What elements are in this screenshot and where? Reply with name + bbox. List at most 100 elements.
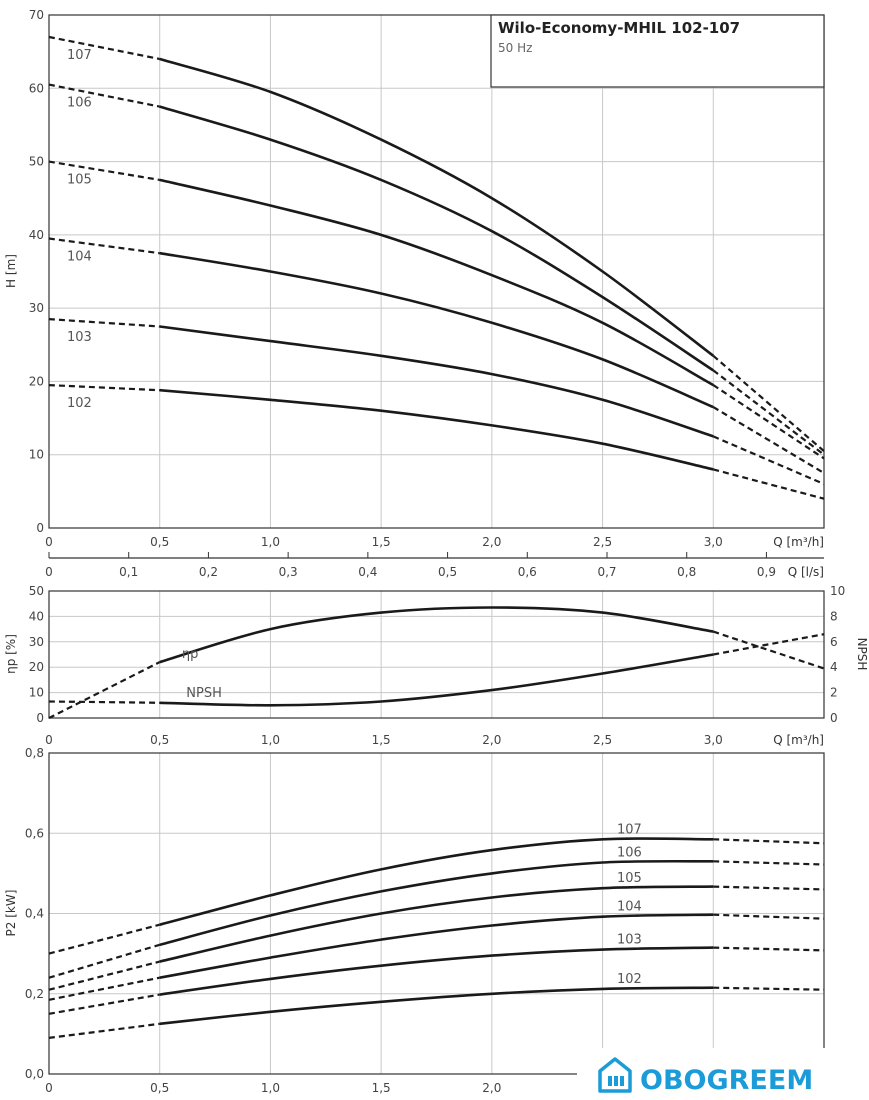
head-curve-label-102: 102: [67, 396, 92, 411]
flow-ls-tick-label: 0,1: [119, 565, 138, 579]
npsh-y-tick-label: 0: [830, 711, 838, 725]
power-panel: 107 106 105 104 103 102 0,0 0,2 0,4 0,6 0,8 0 0,5 1,…: [4, 746, 825, 1095]
power-curve-103-end: [713, 946, 825, 952]
head-x-tick-label: 1,0: [261, 535, 280, 549]
power-curve-102-start: [48, 1022, 160, 1039]
head-curve-label-105: 105: [67, 173, 92, 188]
head-y-tick-label: 50: [29, 155, 44, 169]
head-curve-107-end: [712, 354, 825, 452]
head-curve-103-main: [159, 325, 714, 438]
power-curve-103-main: [159, 946, 714, 996]
head-y-tick-label: 30: [29, 301, 44, 315]
power-curve-label-107: 107: [617, 822, 642, 837]
power-curve-label-104: 104: [617, 900, 642, 915]
head-curve-102-start: [48, 384, 160, 392]
watermark-text: OBOGREEM: [640, 1065, 813, 1096]
power-x-tick-label: 1,0: [261, 1081, 280, 1095]
efficiency-panel-frame: [48, 590, 825, 719]
head-curve-104-main: [159, 251, 714, 409]
head-y-tick-label: 10: [29, 448, 44, 462]
head-curve-104-end: [712, 406, 825, 474]
head-curve-105-end: [712, 384, 825, 460]
npsh-curve-start: [48, 700, 160, 704]
head-curve-106-main: [159, 105, 715, 372]
head-curve-label-106: 106: [67, 96, 92, 111]
chart-title: Wilo-Economy-MHIL 102-107: [498, 19, 740, 37]
power-curve-105-end: [713, 885, 825, 891]
head-curve-106-start: [48, 83, 160, 108]
npsh-y-tick-label: 8: [830, 609, 838, 623]
head-y-tick-label: 70: [29, 8, 44, 22]
head-curve-103-start: [48, 318, 160, 328]
efficiency-x-tick-label: 0: [45, 733, 53, 747]
npsh-y-tick-label: 4: [830, 660, 838, 674]
efficiency-x-tick-label: 1,5: [372, 733, 391, 747]
flow-ls-tick-label: 0,2: [199, 565, 218, 579]
efficiency-x-tick-label: 2,5: [593, 733, 612, 747]
efficiency-x-tick-label: 0,5: [150, 733, 169, 747]
head-x-tick-label: 0,5: [150, 535, 169, 549]
power-x-tick-label: 2,0: [482, 1081, 501, 1095]
head-x-tick-label: 0: [45, 535, 53, 549]
efficiency-npsh-panel: ηp NPSH 0 10 20 30 40 50 0 2 4 6 8 10 0 0,5 1,0 1,5 2,0 2,…: [4, 584, 869, 747]
power-curve-103-start: [48, 993, 160, 1015]
efficiency-curve-start: [48, 661, 161, 719]
npsh-y-tick-label: 10: [830, 584, 845, 598]
head-x-tick-label: 3,0: [704, 535, 723, 549]
efficiency-curve-main: [159, 606, 714, 664]
power-curve-105-start: [48, 960, 160, 991]
efficiency-y-tick-label: 30: [29, 635, 44, 649]
power-curve-label-106: 106: [617, 846, 642, 861]
npsh-curve-label: NPSH: [186, 686, 222, 701]
flow-ls-tick-label: 0,6: [518, 565, 537, 579]
flow-ls-tick-label: 0: [45, 565, 53, 579]
efficiency-x-axis-label: Q [m³/h]: [773, 733, 824, 747]
power-curve-102-main: [159, 986, 714, 1026]
title-box: [490, 14, 825, 88]
house-icon: [598, 1057, 632, 1093]
efficiency-x-tick-label: 3,0: [704, 733, 723, 747]
power-x-tick-label: 0: [45, 1081, 53, 1095]
power-curve-label-102: 102: [617, 972, 642, 987]
efficiency-y-tick-label: 40: [29, 609, 44, 623]
flow-ls-tick-label: 0,9: [757, 565, 776, 579]
power-y-tick-label: 0,6: [25, 826, 44, 840]
power-curve-106-main: [159, 859, 714, 947]
head-curve-105-main: [159, 178, 714, 387]
power-curve-105-main: [159, 885, 714, 963]
power-curve-104-start: [48, 976, 160, 1001]
head-y-tick-label: 0: [36, 521, 44, 535]
npsh-curve-main: [159, 653, 714, 707]
efficiency-y-tick-label: 10: [29, 686, 44, 700]
head-curve-label-104: 104: [67, 250, 92, 265]
head-curve-label-107: 107: [67, 48, 92, 63]
efficiency-x-tick-label: 1,0: [261, 733, 280, 747]
flow-ls-axis-label: Q [l/s]: [788, 565, 824, 579]
power-curve-104-end: [713, 913, 825, 920]
power-y-tick-label: 0,4: [25, 907, 44, 921]
head-curve-104-start: [48, 237, 160, 255]
power-y-tick-label: 0,8: [25, 746, 44, 760]
efficiency-y-tick-label: 20: [29, 660, 44, 674]
power-y-tick-label: 0,2: [25, 987, 44, 1001]
power-y-axis-label: P2 [kW]: [4, 890, 18, 937]
head-curve-105-start: [48, 160, 160, 181]
flow-ls-tick-label: 0,8: [677, 565, 696, 579]
power-panel-frame: [48, 752, 825, 1075]
head-curve-107-start: [48, 35, 160, 61]
power-curve-104-main: [159, 913, 714, 979]
efficiency-y-tick-label: 50: [29, 584, 44, 598]
head-x-tick-label: 2,5: [593, 535, 612, 549]
flow-ls-tick-label: 0,7: [597, 565, 616, 579]
head-panel: Wilo-Economy-MHIL 102-107 50 Hz 107 106 10…: [4, 8, 825, 579]
npsh-y-tick-label: 6: [830, 635, 838, 649]
power-curve-107-end: [713, 838, 825, 845]
chart-subtitle: 50 Hz: [498, 41, 532, 55]
head-curve-106-end: [712, 369, 825, 456]
npsh-curve-end: [713, 633, 825, 656]
head-curve-label-103: 103: [67, 330, 92, 345]
efficiency-y-axis-label: ηp [%]: [4, 634, 18, 674]
head-panel-frame: [48, 14, 825, 529]
head-curve-107-main: [159, 57, 715, 357]
